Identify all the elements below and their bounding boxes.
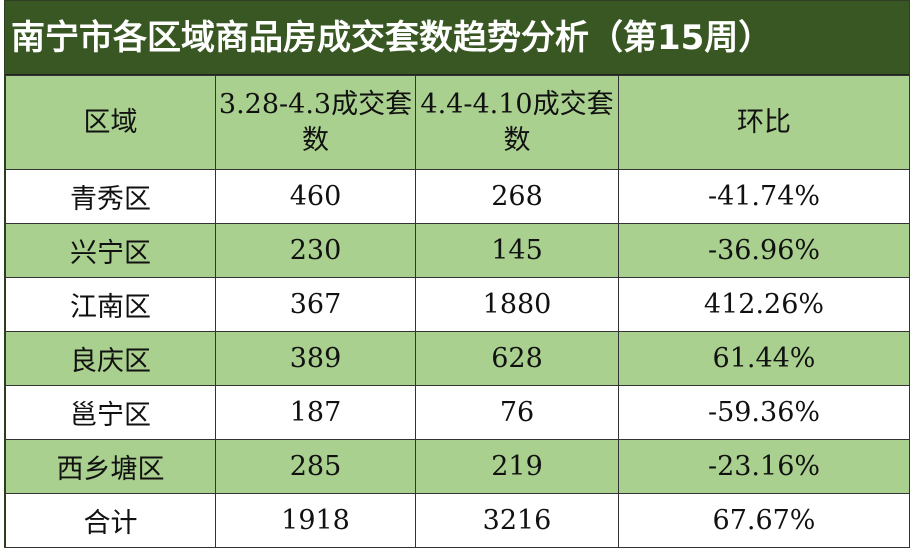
table-cell: 良庆区 [5, 331, 216, 386]
table-cell: 412.26% [618, 277, 910, 332]
header-cell: 区域 [5, 75, 216, 170]
table-cell: 西乡塘区 [5, 439, 216, 494]
table-row: 良庆区 389 628 61.44% [5, 331, 910, 386]
table-cell: 230 [215, 223, 416, 278]
table-cell: 61.44% [618, 331, 910, 386]
table-cell: -36.96% [618, 223, 910, 278]
table-row: 青秀区 460 268 -41.74% [5, 169, 910, 224]
title-bar: 南宁市各区域商品房成交套数趋势分析（第15周） [5, 1, 909, 75]
header-row: 区域 3.28-4.3成交套数 4.4-4.10成交套数 环比 [5, 75, 910, 170]
table-cell: -23.16% [618, 439, 910, 494]
table-cell: 青秀区 [5, 169, 216, 224]
table-cell: 合计 [5, 493, 216, 548]
table-cell: 67.67% [618, 493, 910, 548]
table-cell: 145 [415, 223, 619, 278]
table-cell: 邕宁区 [5, 385, 216, 440]
table-body: 青秀区 460 268 -41.74% 兴宁区 230 145 -36.96% 江南区 367 18… [5, 169, 910, 548]
table-cell: 268 [415, 169, 619, 224]
table-cell: 219 [415, 439, 619, 494]
table-row: 合计 1918 3216 67.67% [5, 493, 910, 548]
table-cell: 187 [215, 385, 416, 440]
table-cell: 76 [415, 385, 619, 440]
data-table: 区域 3.28-4.3成交套数 4.4-4.10成交套数 环比 青秀区 460 268 -4… [5, 75, 910, 548]
table-cell: 江南区 [5, 277, 216, 332]
table-cell: 367 [215, 277, 416, 332]
table-sheet: 南宁市各区域商品房成交套数趋势分析（第15周） 区域 3.28-4.3成交套数 4.… [4, 0, 910, 548]
table-cell: 兴宁区 [5, 223, 216, 278]
table-cell: 3216 [415, 493, 619, 548]
header-cell: 环比 [618, 75, 910, 170]
table-row: 西乡塘区 285 219 -23.16% [5, 439, 910, 494]
table-cell: 1880 [415, 277, 619, 332]
table-cell: -59.36% [618, 385, 910, 440]
header-cell: 4.4-4.10成交套数 [415, 75, 619, 170]
table-cell: 460 [215, 169, 416, 224]
table-cell: 285 [215, 439, 416, 494]
table-row: 江南区 367 1880 412.26% [5, 277, 910, 332]
header-cell: 3.28-4.3成交套数 [215, 75, 416, 170]
table-cell: 389 [215, 331, 416, 386]
table-cell: -41.74% [618, 169, 910, 224]
table-row: 邕宁区 187 76 -59.36% [5, 385, 910, 440]
table-cell: 628 [415, 331, 619, 386]
table-cell: 1918 [215, 493, 416, 548]
table-row: 兴宁区 230 145 -36.96% [5, 223, 910, 278]
